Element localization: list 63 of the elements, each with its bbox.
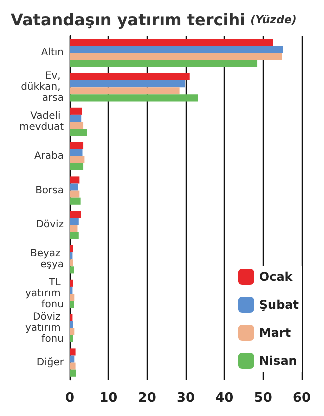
bar: [70, 245, 74, 253]
bar: [70, 356, 75, 363]
bar: [70, 94, 198, 102]
bar: [70, 314, 73, 322]
bar: [70, 266, 74, 274]
bar: [70, 370, 76, 377]
x-tick-label: 0: [65, 391, 75, 406]
bar: [70, 321, 74, 328]
bar: [70, 348, 76, 356]
bar: [70, 60, 258, 68]
bar: [70, 225, 78, 232]
y-tick-label: TL yatırım fonu: [25, 278, 64, 310]
bar: [70, 142, 84, 150]
y-tick-label: Diğer: [36, 357, 65, 368]
bar: [70, 176, 80, 184]
legend-label: Ocak: [259, 270, 294, 284]
bar: [70, 39, 273, 46]
bar: [70, 149, 83, 156]
bar: [70, 88, 180, 95]
bar: [70, 80, 186, 88]
bar: [70, 108, 82, 115]
x-tick-label: 30: [176, 391, 196, 406]
bar: [70, 328, 75, 336]
chart-title: Vatandaşın yatırım tercihi: [11, 10, 246, 30]
bar: [70, 280, 74, 287]
bar: [70, 73, 190, 81]
chart-subtitle: (Yüzde): [250, 14, 297, 26]
x-tick-label: 10: [100, 391, 118, 406]
bar: [70, 190, 80, 198]
bar: [70, 362, 76, 370]
y-tick-label: Altın: [41, 48, 64, 59]
x-tick-label: 40: [216, 391, 234, 406]
y-tick-label: Araba: [34, 150, 64, 162]
bar: [70, 294, 75, 302]
x-tick-label: 20: [138, 391, 156, 406]
y-tick-label: Döviz yatırım fonu: [25, 312, 64, 345]
legend-label: Şubat: [259, 298, 300, 312]
bar: [70, 53, 282, 60]
bar: [70, 252, 73, 260]
legend-label: Mart: [259, 326, 292, 340]
bar: [70, 122, 84, 130]
bar: [70, 301, 74, 308]
y-tick-label: Beyaz eşya: [30, 248, 64, 271]
x-tick-label: 60: [292, 391, 312, 406]
bar: [70, 114, 82, 122]
bar: [70, 129, 88, 136]
bar: [70, 286, 73, 294]
x-tick-label: 50: [254, 391, 272, 406]
bar: [70, 198, 81, 205]
y-tick-label: Döviz: [36, 220, 64, 231]
bar: [70, 218, 79, 226]
y-tick-label: Vadeli mevduat: [19, 111, 64, 133]
bar: [70, 211, 82, 218]
bar: [70, 232, 79, 240]
bar: [70, 260, 74, 267]
bar: [70, 46, 284, 54]
y-tick-label: Borsa: [36, 185, 64, 196]
legend-label: Nisan: [259, 354, 298, 368]
bar: [70, 184, 78, 191]
bar: [70, 335, 74, 343]
bar: [70, 156, 85, 164]
y-tick-label: Ev, dükkan, arsa: [21, 71, 64, 104]
bar: [70, 163, 84, 171]
